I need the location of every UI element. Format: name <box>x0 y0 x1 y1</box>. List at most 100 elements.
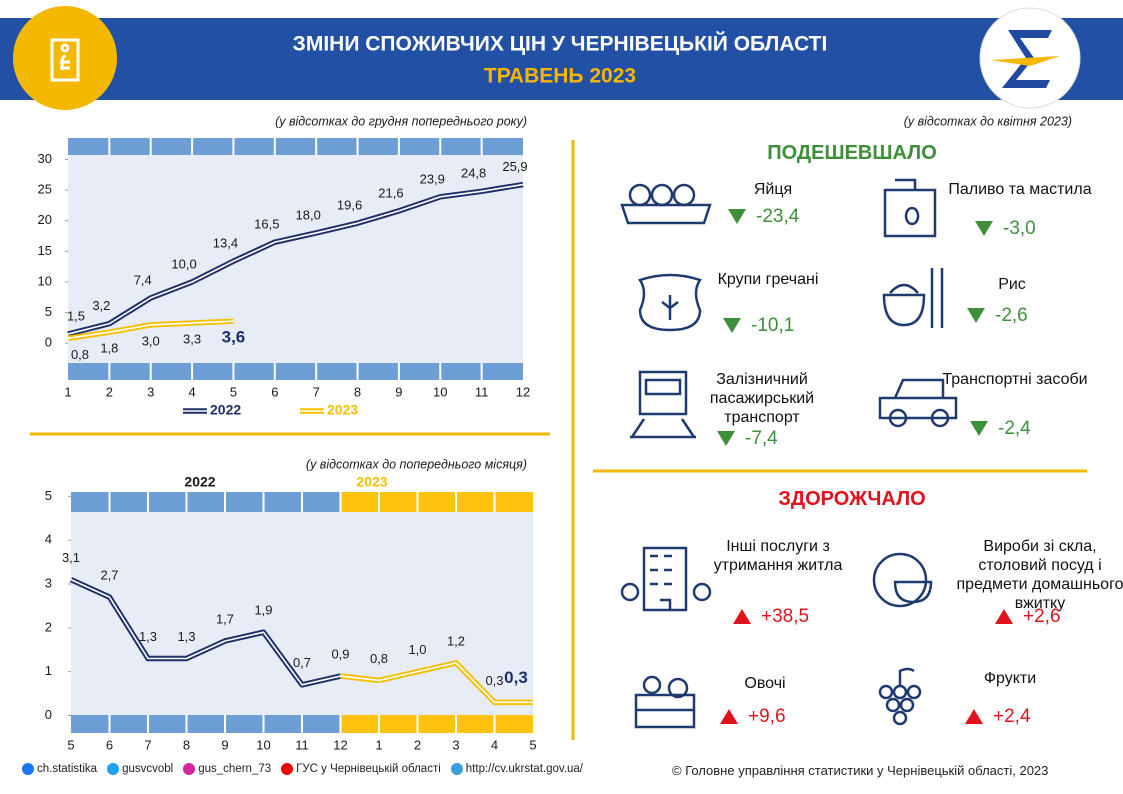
section-title: ПОДЕШЕВШАЛО <box>767 142 937 164</box>
plot-area <box>71 492 533 733</box>
value-label: 3,3 <box>183 331 201 346</box>
band <box>68 138 523 155</box>
year-label: 2023 <box>356 474 387 490</box>
y-tick-label: 25 <box>38 182 52 197</box>
link-text: ГУС у Чернівецькій області <box>296 763 441 776</box>
y-tick-label: 20 <box>38 212 52 227</box>
arrow <box>967 308 985 324</box>
value-label: 16,5 <box>254 217 279 232</box>
x-tick-label: 11 <box>295 737 309 752</box>
chart-note: (у відсотках до грудня попереднього року… <box>275 114 527 128</box>
link-text: gus_chern_73 <box>198 763 272 776</box>
change-value: -10,1 <box>751 315 795 336</box>
y-tick-label: 30 <box>38 151 52 166</box>
link-icon <box>107 763 120 775</box>
footer-link: gusvcvobl <box>107 763 173 775</box>
value-label: 3,2 <box>92 298 110 313</box>
value-label: 3,1 <box>62 550 80 565</box>
line-inner <box>67 320 234 340</box>
item-change: -7,4 <box>717 428 778 450</box>
value-label: 1,3 <box>177 629 195 644</box>
value-label: 0,7 <box>293 655 311 670</box>
x-tick-label: 2 <box>414 737 421 752</box>
footer-links: ch.statistika gusvcvobl gus_chern_73 ГУС у … <box>22 763 593 775</box>
x-tick-label: 3 <box>147 384 154 399</box>
link-icon <box>183 763 196 775</box>
value-label: 1,3 <box>139 629 157 644</box>
sigma-accent <box>990 56 1060 66</box>
line-inner <box>70 578 341 686</box>
item-change: +38,5 <box>733 606 809 628</box>
band <box>340 492 533 512</box>
change-value: +38,5 <box>761 606 810 627</box>
x-tick-label: 4 <box>491 737 498 752</box>
y-tick-label: 15 <box>38 243 52 258</box>
y-tick-label: 2 <box>45 619 52 634</box>
plot-area <box>68 138 523 380</box>
link-text: gusvcvobl <box>122 763 174 776</box>
x-tick-label: 5 <box>230 384 237 399</box>
item-name: Яйця <box>753 181 793 198</box>
chart-note: (у відсотках до попереднього місяця) <box>306 457 527 471</box>
x-tick-label: 7 <box>313 384 320 399</box>
x-tick-label: 2 <box>106 384 113 399</box>
item-name: Овочі <box>744 675 786 692</box>
arrow <box>975 221 993 237</box>
x-tick-label: 5 <box>529 737 536 752</box>
x-tick-label: 1 <box>64 384 71 399</box>
value-label: 0,8 <box>71 347 89 362</box>
arrow <box>723 318 741 334</box>
y-tick-label: 3 <box>45 575 52 590</box>
legend-label: 2023 <box>327 402 358 418</box>
line-inner <box>378 662 533 704</box>
y-tick-label: 1 <box>45 663 52 678</box>
x-tick-label: 11 <box>475 384 489 399</box>
y-tick-label: 5 <box>45 304 52 319</box>
band <box>71 492 341 512</box>
x-tick-label: 7 <box>144 737 151 752</box>
change-value: -2,4 <box>998 418 1031 439</box>
y-tick-label: 5 <box>45 488 52 503</box>
x-tick-label: 12 <box>516 384 530 399</box>
value-label: 24,8 <box>461 166 486 181</box>
value-label: 19,6 <box>337 198 362 213</box>
value-label: 1,2 <box>447 633 465 648</box>
footer-link: gus_chern_73 <box>183 763 271 775</box>
value-label: 18,0 <box>296 207 321 222</box>
link-icon <box>22 763 34 775</box>
value-label: 1,8 <box>100 341 118 356</box>
band <box>340 715 533 733</box>
item-change: -23,4 <box>728 206 799 228</box>
x-tick-label: 9 <box>395 384 402 399</box>
line-inner <box>340 675 380 682</box>
compare-note: (у відсотках до квітня 2023) <box>904 114 1072 128</box>
x-tick-label: 6 <box>106 737 113 752</box>
y-tick-label: 0 <box>45 707 52 722</box>
header-band <box>0 18 1123 100</box>
item-change: +2,4 <box>965 706 1031 728</box>
x-tick-label: 8 <box>183 737 190 752</box>
link-text: http://cv.ukrstat.gov.ua/ <box>465 763 583 776</box>
legend-label: 2022 <box>210 402 241 418</box>
change-value: +2,6 <box>1023 606 1061 627</box>
value-label: 2,7 <box>100 568 118 583</box>
value-label: 1,0 <box>408 642 426 657</box>
value-label: 1,9 <box>254 603 272 618</box>
x-tick-label: 9 <box>221 737 228 752</box>
link-icon <box>450 763 463 775</box>
change-value: +2,4 <box>993 706 1031 727</box>
x-tick-label: 8 <box>354 384 361 399</box>
band <box>68 363 523 380</box>
x-tick-label: 6 <box>271 384 278 399</box>
item-change: +9,6 <box>720 706 786 728</box>
title: ЗМІНИ СПОЖИВЧИХ ЦІН У ЧЕРНІВЕЦЬКІЙ ОБЛАС… <box>293 32 828 56</box>
arrow <box>717 431 735 447</box>
footer-link: ch.statistika <box>22 763 97 775</box>
value-label: 7,4 <box>134 272 152 287</box>
value-label: 0,8 <box>370 651 388 666</box>
value-label: 10,0 <box>171 256 196 271</box>
change-value: -3,0 <box>1003 218 1036 239</box>
item-change: -2,4 <box>970 418 1031 440</box>
